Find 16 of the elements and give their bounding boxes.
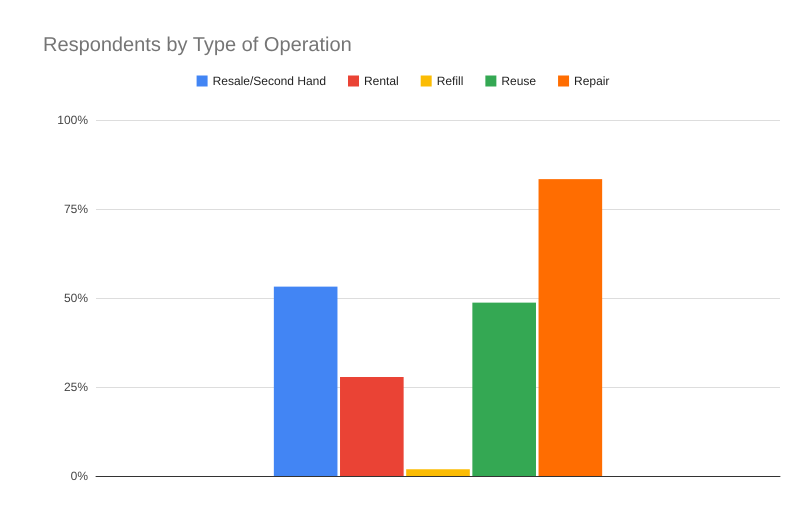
legend-label: Reuse — [501, 74, 536, 88]
legend-label: Refill — [436, 74, 464, 88]
y-tick-label: 75% — [64, 202, 88, 216]
bar — [274, 286, 338, 476]
legend-label: Resale/Second Hand — [212, 74, 326, 88]
y-tick-label: 100% — [57, 113, 88, 127]
legend-label: Rental — [364, 74, 399, 88]
chart-title: Respondents by Type of Operation — [43, 34, 352, 56]
y-tick-label: 0% — [70, 469, 88, 483]
y-tick-label: 50% — [64, 291, 88, 305]
y-tick-label: 25% — [64, 380, 88, 394]
bar — [340, 377, 404, 476]
bar — [472, 302, 536, 476]
legend-label: Repair — [574, 74, 610, 88]
bar — [538, 179, 602, 476]
bar — [406, 469, 470, 476]
